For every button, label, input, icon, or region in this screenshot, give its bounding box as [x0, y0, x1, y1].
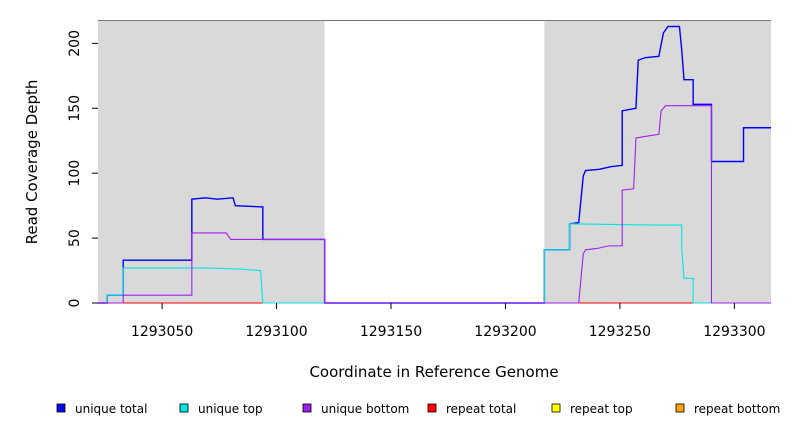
series-line-unique-top [98, 223, 771, 304]
x-tick-label-1293150: 1293150 [360, 324, 422, 340]
shaded-region-0 [98, 20, 325, 303]
legend-swatch-unique-top [179, 403, 189, 413]
legend: unique total unique top unique bottom repea… [56, 402, 780, 416]
x-tick-label-1293050: 1293050 [131, 324, 193, 340]
legend-label-unique-top: unique top [198, 402, 263, 416]
x-tick-label-1293300: 1293300 [703, 324, 765, 340]
legend-swatch-repeat-bottom [675, 403, 685, 413]
x-tick-label-1293200: 1293200 [474, 324, 536, 340]
y-tick-label-50: 50 [67, 229, 83, 247]
legend-swatch-repeat-top [551, 403, 561, 413]
legend-label-repeat-total: repeat total [446, 402, 516, 416]
series-line-unique-total [98, 25, 771, 304]
legend-swatch-unique-total [56, 403, 66, 413]
y-tick-label-0: 0 [67, 299, 83, 308]
axes: 0 50 100 150 200 1293050 1293100 1293150 1293200… [67, 30, 766, 340]
x-axis-title: Coordinate in Reference Genome [309, 363, 558, 381]
y-tick-label-200: 200 [67, 30, 83, 57]
legend-swatch-unique-bottom [302, 403, 312, 413]
legend-label-unique-total: unique total [75, 402, 147, 416]
legend-swatch-repeat-total [427, 403, 437, 413]
legend-label-repeat-top: repeat top [570, 402, 633, 416]
legend-label-unique-bottom: unique bottom [321, 402, 409, 416]
series-line-unique-bottom [98, 105, 771, 304]
y-tick-label-150: 150 [67, 95, 83, 122]
x-tick-label-1293250: 1293250 [589, 324, 651, 340]
legend-label-repeat-bottom: repeat bottom [694, 402, 780, 416]
x-tick-label-1293100: 1293100 [245, 324, 307, 340]
y-axis-title: Read Coverage Depth [23, 80, 41, 245]
plot-background [98, 20, 771, 303]
y-tick-label-100: 100 [67, 160, 83, 187]
series-lines [98, 25, 771, 304]
